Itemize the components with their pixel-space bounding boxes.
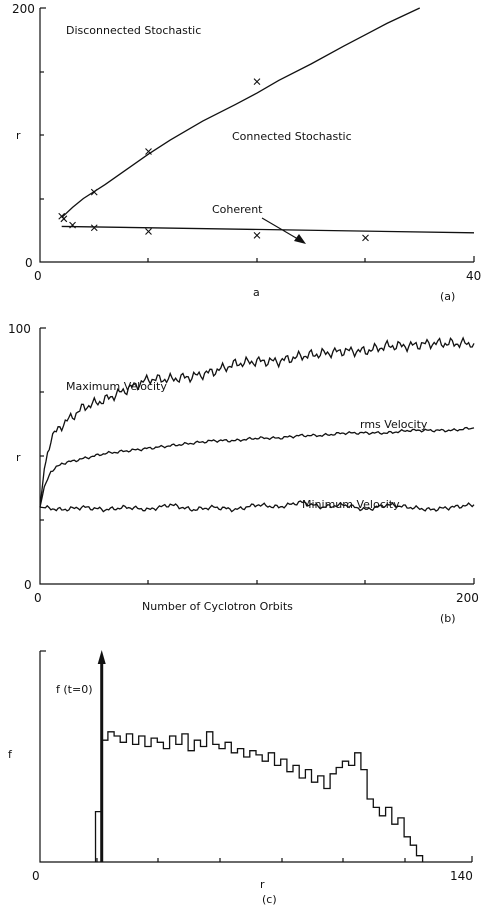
- panel-c-xlabel: r: [260, 878, 265, 891]
- panel-a-coherent-arrowhead: [294, 234, 306, 244]
- panel-c-panel-label: (c): [262, 893, 277, 906]
- panel-a-x-marker-stroke: [69, 221, 76, 229]
- panel-a-region-connected: Connected Stochastic: [232, 130, 352, 143]
- panel-c-plot: [94, 650, 424, 863]
- panel-a-xlabel: a: [253, 286, 260, 299]
- panel-a-panel-label: (a): [440, 290, 455, 303]
- panel-a-x-marker: [145, 148, 152, 155]
- panel-b-series-rms-line: [39, 426, 475, 508]
- panel-a-x-marker: [69, 221, 76, 229]
- panel-a-x-marker-stroke: [145, 228, 152, 235]
- panel-a-region-coherent: Coherent: [212, 203, 263, 216]
- panel-a-x-marker: [362, 234, 369, 242]
- panel-c-ylabel: f: [8, 748, 13, 761]
- panel-b: 100 0 0 200 Number of Cyclotron Orbits r…: [8, 322, 479, 625]
- panel-a: 200 0 0 40 a r Disconnected Stochastic C…: [12, 2, 481, 303]
- panel-a-ytick-bottom: 0: [25, 256, 33, 270]
- panel-a-xtick-right: 40: [466, 269, 481, 283]
- panel-a-region-disconnected: Disconnected Stochastic: [66, 24, 201, 37]
- panel-b-panel-label: (b): [440, 612, 456, 625]
- panel-a-plot: [58, 7, 475, 242]
- panel-a-x-marker: [90, 188, 98, 196]
- panel-b-ytick-top: 100: [8, 322, 31, 336]
- panel-c-xtick-left: 0: [32, 869, 40, 883]
- panel-c-initial-spike-arrowhead: [97, 650, 106, 664]
- panel-a-axes: [39, 8, 474, 263]
- panel-b-series-min-line: [39, 500, 475, 513]
- panel-c-xtick-right: 140: [450, 869, 473, 883]
- panel-a-x-marker-stroke: [362, 234, 369, 242]
- panel-a-ylabel: r: [16, 129, 21, 142]
- panel-a-x-marker-stroke: [90, 224, 98, 232]
- panel-c-axes: [39, 651, 472, 863]
- panel-a-ytick-top: 200: [12, 2, 35, 16]
- panel-b-ytick-bottom: 0: [24, 578, 32, 592]
- panel-c-histogram: [94, 731, 424, 863]
- panel-a-x-marker-stroke: [60, 215, 68, 223]
- panel-a-x-marker: [253, 231, 261, 239]
- panel-a-x-marker: [145, 228, 152, 235]
- panel-b-series-label-max: Maximum Velocity: [66, 380, 167, 393]
- panel-a-x-marker-stroke: [253, 231, 261, 239]
- panel-a-boundary-curve: [61, 7, 421, 219]
- panel-b-plot: [39, 336, 475, 513]
- panel-a-x-marker: [90, 224, 98, 232]
- panel-b-series-label-rms: rms Velocity: [360, 418, 428, 431]
- panel-a-coherent-line: [61, 225, 475, 234]
- panel-b-ylabel: r: [16, 451, 21, 464]
- panel-a-x-marker-stroke: [145, 148, 152, 155]
- panel-b-axes: [39, 328, 474, 585]
- panel-b-xlabel: Number of Cyclotron Orbits: [142, 600, 293, 613]
- panel-a-x-marker-stroke: [253, 78, 261, 86]
- panel-b-xtick-left: 0: [34, 591, 42, 605]
- panel-b-xtick-right: 200: [456, 591, 479, 605]
- panel-c-annotation: f (t=0): [56, 683, 92, 696]
- panel-a-x-marker-stroke: [90, 188, 98, 196]
- panel-a-x-marker: [253, 78, 261, 86]
- panel-c: 0 140 r f f (t=0) (c): [8, 650, 473, 906]
- panel-a-x-marker: [60, 215, 68, 223]
- panel-a-xtick-left: 0: [34, 269, 42, 283]
- panel-b-series-max-line: [39, 336, 475, 508]
